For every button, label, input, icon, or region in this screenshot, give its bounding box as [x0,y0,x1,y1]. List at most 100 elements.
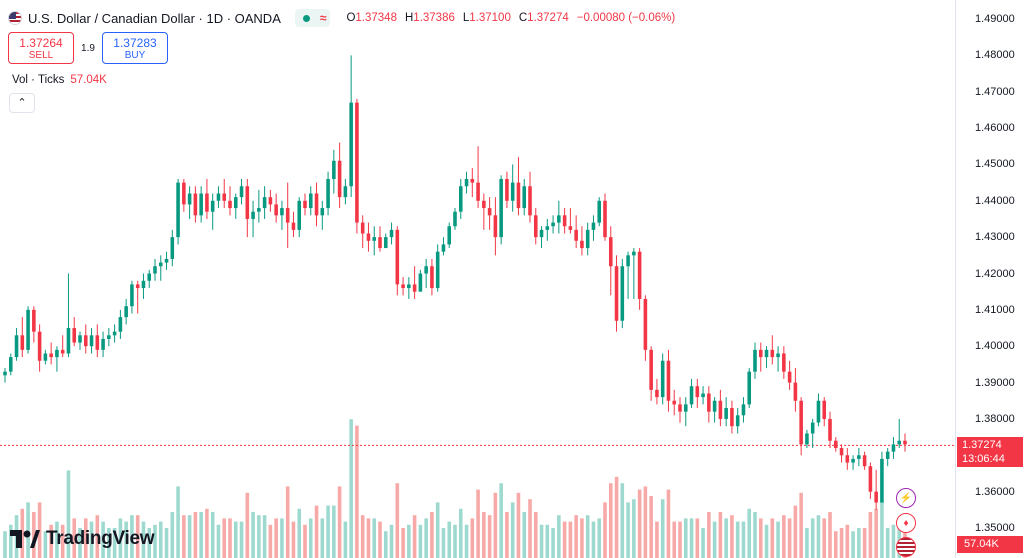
volume-bar [845,524,850,558]
candle-body [268,197,273,205]
volume-bar [349,419,353,558]
candle-body [655,389,659,398]
volume-bar [591,521,596,558]
candle-body [55,349,59,358]
price-tick-label: 1.48000 [975,49,1015,62]
candle-body [372,237,377,241]
volume-bar [453,524,457,558]
candle-body [205,193,209,212]
symbol-title[interactable]: U.S. Dollar / Canadian Dollar · 1D · OAN… [28,10,281,26]
volume-bar [805,528,809,558]
candle-body [320,208,325,216]
candle-body [632,251,636,256]
price-tick-label: 1.35000 [975,522,1015,534]
volume-bar [891,524,896,558]
sell-button[interactable]: 1.37264 SELL [8,32,74,64]
open-value: 1.37348 [355,12,397,24]
volume-bar [389,524,394,558]
volume-bar [683,518,688,558]
price-tick-label: 1.40000 [975,340,1015,353]
volume-bar [124,521,128,558]
candle-body [793,382,798,401]
volume-bar [170,512,175,558]
open-label: O [346,12,356,24]
volume-bar [233,521,238,558]
volume-bar [487,515,492,558]
candle-body [897,440,902,445]
volume-bar [597,518,602,558]
tradingview-logo[interactable]: TradingView [10,527,155,551]
spread-value: 1.9 [81,42,95,54]
candle-body [164,258,169,263]
candle-body [112,331,117,336]
price-tick-label: 1.43000 [975,231,1015,244]
volume-bar [430,512,434,558]
candle-body [701,393,705,398]
volume-bar [626,502,630,558]
volume-bar [753,512,757,558]
candle-body [389,229,394,238]
volume-bar [130,515,134,558]
candle-body [135,284,140,289]
volume-legend[interactable]: Vol · Ticks 57.04K [12,74,107,86]
volume-bar [655,521,659,558]
lightning-icon[interactable]: ⚡ [896,488,916,508]
market-status-group[interactable]: ≈ [294,9,331,27]
volume-bar [522,512,527,558]
volume-bar [810,518,815,558]
volume-bar [239,521,244,558]
candle-body [95,335,100,350]
volume-bar [574,515,578,558]
volume-bar [8,524,13,558]
candle-body [337,160,342,198]
candle-body [482,200,486,209]
volume-bar [326,505,330,558]
volume-bar [60,524,65,558]
candle-body [141,280,146,289]
chart-area[interactable] [0,0,955,558]
volume-bar [164,528,169,558]
volume-bar [210,512,215,558]
candle-body [718,400,723,419]
volume-bar [407,524,411,558]
collapse-legend-button[interactable]: ⌃ [9,93,35,113]
candle-body [470,178,475,183]
volume-bar [862,528,867,558]
volume-bar [78,528,82,558]
close-value: 1.37274 [527,12,569,24]
candle-body [712,400,717,412]
wave-icon[interactable]: ≈ [319,11,327,25]
canada-flag-icon[interactable]: ♦ [896,513,916,533]
candlestick-chart[interactable] [0,0,955,558]
price-tick-label: 1.46000 [975,122,1015,135]
candle-body [516,182,521,209]
volume-bar [857,528,861,558]
volume-bar [880,499,884,558]
price-tick-label: 1.36000 [975,485,1015,498]
volume-bar [72,518,77,558]
price-scale[interactable]: 1.49000 1.48000 1.47000 1.46000 1.45000 1.440… [955,0,1024,558]
price-tick-label: 1.44000 [975,194,1015,207]
volume-bar [672,521,677,558]
candle-body [360,222,365,234]
us-flag-events-icon[interactable] [896,537,916,557]
candle-body [678,404,682,412]
buy-button[interactable]: 1.37283 BUY [102,32,168,64]
candle-body [32,309,36,332]
price-tick-label: 1.45000 [975,158,1015,171]
candle-body [257,208,261,212]
trade-buttons: 1.37264 SELL 1.9 1.37283 BUY [8,32,168,64]
candle-body [833,440,838,449]
candle-body [626,255,630,267]
volume-bar [291,521,296,558]
candle-body [614,266,619,321]
volume-bar [568,521,573,558]
candle-body [8,357,13,372]
candle-body [412,284,417,292]
volume-bar [608,483,613,558]
candle-body [799,400,803,445]
volume-bar [828,512,832,558]
candle-body [72,328,77,343]
volume-bar [372,518,377,558]
volume-bar [632,499,636,558]
